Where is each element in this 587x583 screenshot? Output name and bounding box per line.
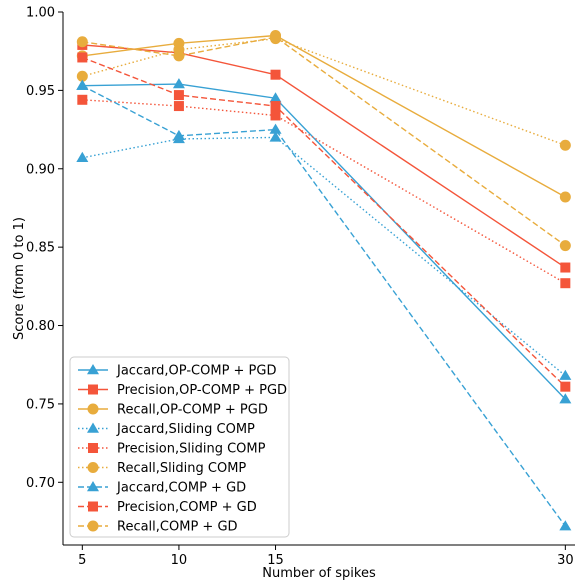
series-line xyxy=(82,36,566,247)
series-line xyxy=(81,85,566,527)
data-point xyxy=(560,262,571,273)
legend-marker xyxy=(88,501,98,512)
data-point xyxy=(76,70,88,82)
series-jaccard-solid xyxy=(76,78,572,404)
x-tick-label: 30 xyxy=(557,553,574,568)
y-tick-label: 1.00 xyxy=(26,6,55,21)
series-line xyxy=(82,99,566,284)
x-tick-label: 5 xyxy=(78,553,86,568)
series-jaccard-dotted xyxy=(76,131,572,380)
series-precision-dotted xyxy=(77,94,571,289)
data-point xyxy=(270,101,281,112)
data-point xyxy=(559,520,572,531)
x-axis-label: Number of spikes xyxy=(262,566,376,581)
data-point xyxy=(77,94,88,105)
series-line xyxy=(82,83,566,400)
data-point xyxy=(559,393,572,404)
series-line xyxy=(82,136,566,377)
data-point xyxy=(173,50,185,62)
legend-entry: Jaccard,OP-COMP + PGD xyxy=(78,364,277,379)
legend-label: Precision,Sliding COMP xyxy=(117,442,266,457)
legend-label: Recall,COMP + GD xyxy=(117,520,238,535)
x-tick-label: 15 xyxy=(267,553,284,568)
data-point xyxy=(269,92,282,103)
y-tick-label: 0.85 xyxy=(26,241,55,256)
data-point xyxy=(172,129,185,141)
y-tick-label: 0.95 xyxy=(26,84,55,99)
legend-label: Recall,Sliding COMP xyxy=(117,461,246,476)
legend-entry: Precision,Sliding COMP xyxy=(78,442,266,457)
data-point xyxy=(560,278,571,289)
data-point xyxy=(76,79,89,90)
legend-marker xyxy=(87,422,99,433)
series-layer xyxy=(76,30,572,531)
data-point xyxy=(173,101,184,112)
series-precision-dashed xyxy=(77,52,571,392)
data-point xyxy=(559,369,572,380)
legend-label: Jaccard,OP-COMP + PGD xyxy=(116,364,277,379)
legend-box xyxy=(69,356,290,538)
legend-label: Precision,OP-COMP + PGD xyxy=(117,383,287,398)
data-point xyxy=(270,69,281,80)
legend: Jaccard,OP-COMP + PGD Precision,OP-COMP +… xyxy=(69,356,290,538)
legend-entry: Precision,OP-COMP + PGD xyxy=(78,383,287,398)
data-point xyxy=(270,31,282,43)
legend-entry: Jaccard,Sliding COMP xyxy=(78,422,255,437)
legend-entry: Recall,OP-COMP + PGD xyxy=(78,403,268,418)
y-tick-label: 0.75 xyxy=(26,397,55,412)
series-line xyxy=(82,37,566,146)
axes-layer xyxy=(62,12,575,546)
legend-marker xyxy=(87,403,99,415)
y-tick-label: 0.80 xyxy=(26,319,55,334)
y-tick-label: 0.90 xyxy=(26,162,55,177)
legend-entry: Recall,COMP + GD xyxy=(78,520,238,535)
data-point xyxy=(172,78,185,89)
legend-label: Recall,OP-COMP + PGD xyxy=(117,403,268,418)
y-axis-label: Score (from 0 to 1) xyxy=(12,217,27,340)
data-point xyxy=(559,139,571,151)
data-point xyxy=(76,36,88,48)
legend-label: Jaccard,Sliding COMP xyxy=(116,422,255,437)
legend-entry: Jaccard,COMP + GD xyxy=(78,481,246,496)
legend-marker xyxy=(88,384,98,395)
data-point xyxy=(270,110,281,121)
data-point xyxy=(559,240,571,252)
legend-marker xyxy=(87,481,99,492)
data-point xyxy=(559,191,571,203)
legend-entry: Precision,COMP + GD xyxy=(78,500,257,515)
legend-marker xyxy=(87,364,99,375)
x-tick-label: 10 xyxy=(171,553,188,568)
legend-entry: Recall,Sliding COMP xyxy=(78,461,246,476)
legend-marker xyxy=(88,443,98,453)
legend-label: Precision,COMP + GD xyxy=(117,500,257,515)
legend-marker xyxy=(87,462,99,473)
series-jaccard-dashed xyxy=(76,79,572,531)
y-tick-label: 0.70 xyxy=(26,476,55,491)
legend-marker xyxy=(87,520,99,532)
data-point xyxy=(269,131,282,142)
series-line xyxy=(82,34,566,198)
series-recall-dashed xyxy=(76,31,571,252)
legend-label: Jaccard,COMP + GD xyxy=(116,481,246,496)
data-point xyxy=(269,123,282,134)
series-precision-solid xyxy=(77,39,571,273)
ticks-layer: 5 10 15 30 0.70 0.75 0.80 0.85 0.90 0.95 1.00 xyxy=(26,6,574,569)
data-point xyxy=(77,52,88,63)
data-point xyxy=(173,90,184,101)
data-point xyxy=(76,151,89,162)
data-point xyxy=(560,381,571,392)
